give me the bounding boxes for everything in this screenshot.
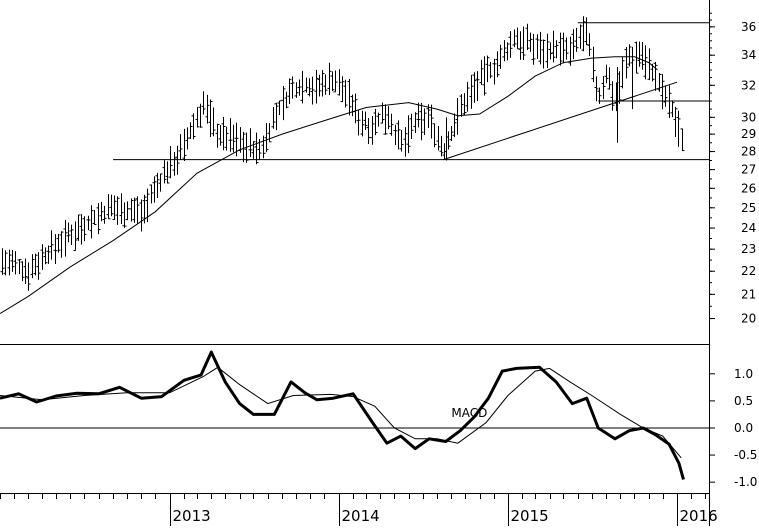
macd-axis-tick-label: 0.0 [734, 421, 753, 435]
price-axis-tick-label: 30 [741, 110, 756, 124]
price-axis-tick-label: 21 [741, 287, 756, 301]
price-axis-tick-label: 29 [741, 127, 756, 141]
macd-axis-tick-label: -1.0 [734, 475, 757, 489]
time-axis-year-label: 2015 [511, 507, 549, 525]
moving-average-line [0, 56, 658, 315]
price-axis-tick-label: 34 [741, 48, 756, 62]
macd-panel: MACD [0, 350, 709, 480]
macd-axis-tick-label: 0.5 [734, 394, 753, 408]
price-axis-tick-label: 22 [741, 264, 756, 278]
price-axis-tick-label: 28 [741, 145, 756, 159]
time-axis-year-label: 2014 [342, 507, 380, 525]
price-axis-tick-label: 26 [741, 181, 756, 195]
trendline [443, 81, 678, 161]
time-axis-year-label: 2013 [173, 507, 211, 525]
price-axis-tick-label: 20 [741, 312, 756, 326]
macd-axis-tick-label: 1.0 [734, 367, 753, 381]
macd-signal-line [0, 366, 682, 459]
price-axis-tick-label: 32 [741, 78, 756, 92]
macd-label: MACD [451, 406, 487, 420]
macd-axis-tick-label: -0.5 [734, 448, 757, 462]
price-panel [0, 16, 709, 315]
price-axis-tick-label: 23 [741, 242, 756, 256]
time-axis-year-label: 2016 [680, 507, 718, 525]
price-axis-tick-label: 27 [741, 163, 756, 177]
price-axis-tick-label: 36 [741, 20, 756, 34]
price-axis-tick-label: 24 [741, 221, 756, 235]
price-axis-tick-label: 25 [741, 201, 756, 215]
macd-line [0, 350, 685, 480]
